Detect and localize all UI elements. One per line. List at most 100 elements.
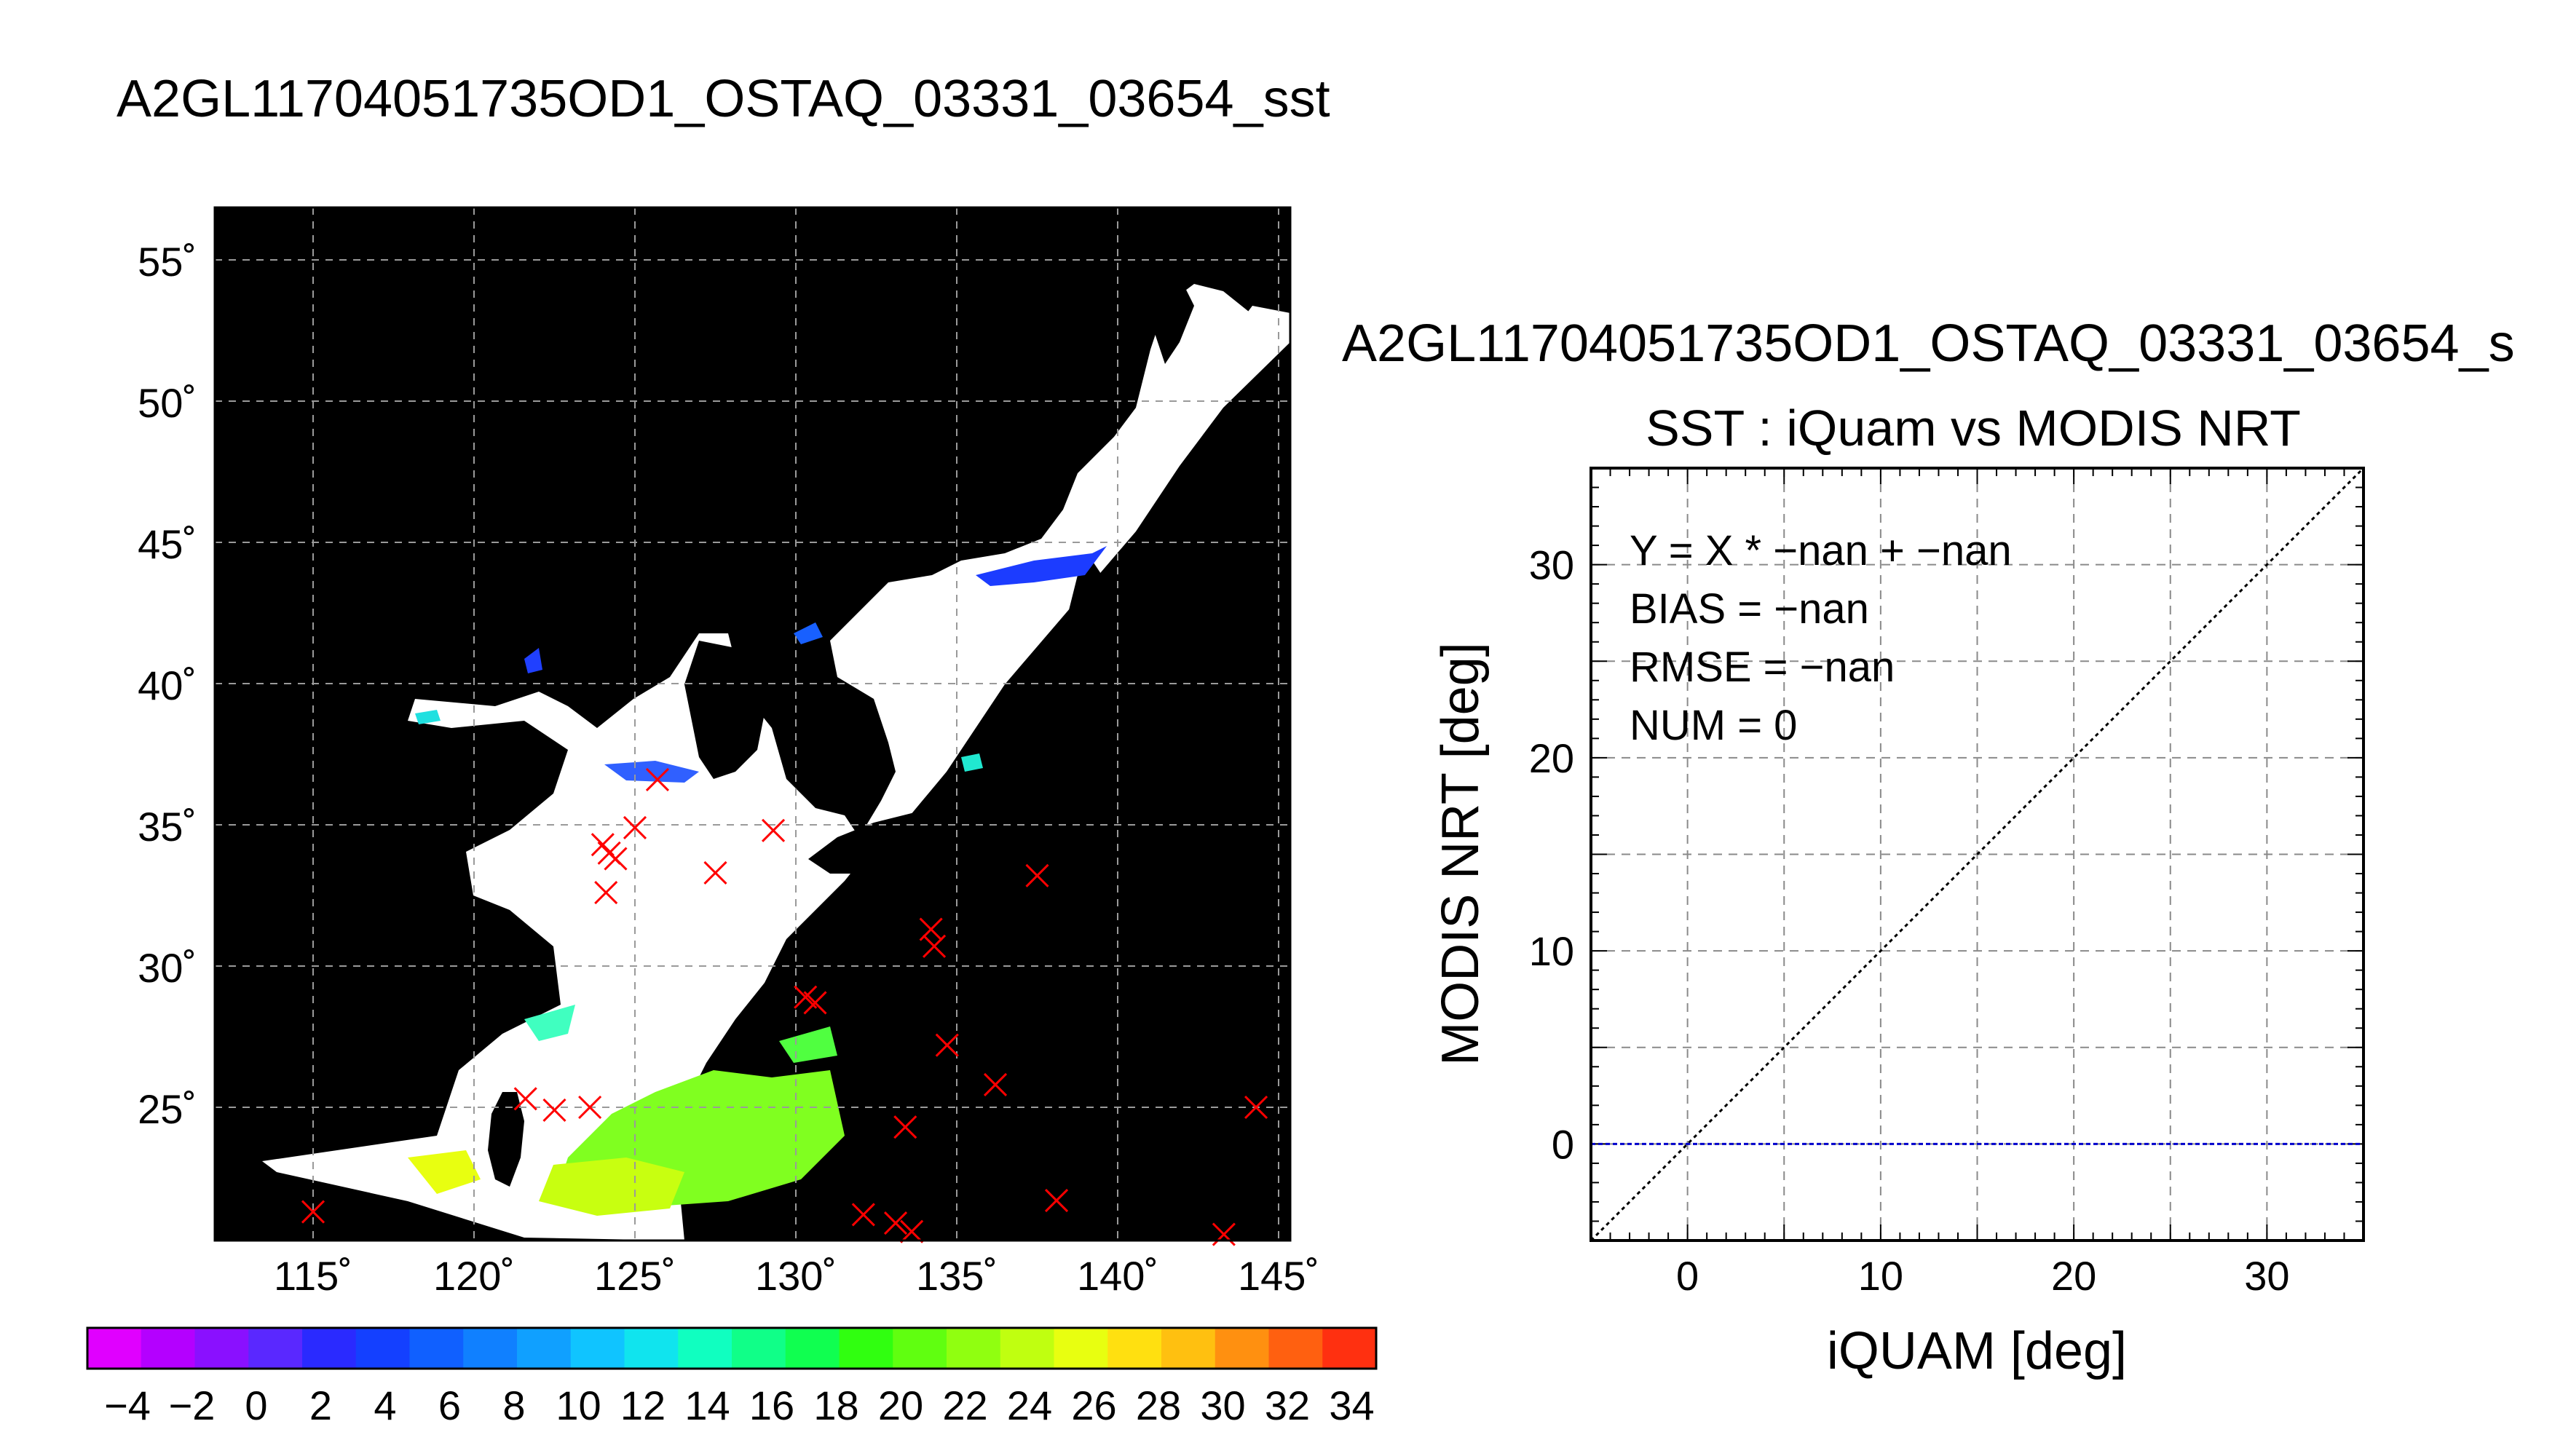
latitude-label: 50˚ (138, 380, 197, 426)
match-marker (1025, 863, 1049, 887)
sst-patch-cyan-east (961, 753, 983, 772)
match-marker (983, 1072, 1008, 1097)
match-marker (623, 815, 647, 839)
colorbar-segment (355, 1328, 410, 1369)
match-marker (703, 860, 727, 885)
match-marker (893, 1115, 917, 1139)
colorbar-label: 10 (556, 1382, 601, 1428)
latitude-label: 45˚ (138, 521, 197, 567)
colorbar-label: 20 (878, 1382, 923, 1428)
colorbar-segment (517, 1328, 572, 1369)
sst-patch-cold-north (976, 546, 1107, 586)
y-tick-label: 30 (1529, 542, 1574, 588)
sakhalin-landmass (1150, 277, 1194, 364)
korea-landmass (684, 641, 765, 779)
colorbar-segment (570, 1328, 625, 1369)
colorbar-segment (87, 1328, 142, 1369)
x-tick-label: 20 (2051, 1253, 2096, 1299)
map-title: A2GL11704051735OD1_OSTAQ_03331_03654_sst (117, 70, 1330, 128)
swath-edge-north (1194, 306, 1290, 408)
colorbar-segment (947, 1328, 1001, 1369)
sst-patch-yellow-west (408, 1150, 481, 1194)
stat-line: NUM = 0 (1630, 702, 1797, 749)
reference-lines (1590, 467, 2365, 1242)
colorbar-segment (141, 1328, 195, 1369)
longitude-label: 140˚ (1077, 1253, 1158, 1299)
match-marker (604, 847, 628, 871)
y-tick-labels: 0 10 20 30 (1529, 542, 1574, 1168)
match-marker (645, 767, 670, 791)
match-marker (803, 991, 827, 1015)
match-marker (761, 818, 786, 842)
sst-patch-bohai (524, 648, 542, 673)
sst-patch-green-east (779, 1026, 837, 1063)
colorbar-segment (678, 1328, 732, 1369)
latitude-label: 35˚ (138, 804, 197, 850)
colorbar-segment (463, 1328, 518, 1369)
colorbar-segment (732, 1328, 786, 1369)
match-marker (883, 1211, 908, 1235)
sst-map: 55˚ 50˚ 45˚ 40˚ 35˚ 30˚ 25˚ 115˚ 120˚ 125˚ 130˚ 13… (138, 206, 1319, 1299)
latitude-labels: 55˚ 50˚ 45˚ 40˚ 35˚ 30˚ 25˚ (138, 239, 197, 1132)
match-marker (578, 1095, 602, 1120)
colorbar-segment (1107, 1328, 1162, 1369)
colorbar-segment (302, 1328, 357, 1369)
colorbar-label: 0 (245, 1382, 267, 1428)
colorbar-label: 24 (1007, 1382, 1052, 1428)
latitude-label: 40˚ (138, 662, 197, 708)
y-tick-label: 20 (1529, 735, 1574, 781)
colorbar-label: 18 (813, 1382, 858, 1428)
x-tick-label: 10 (1858, 1253, 1903, 1299)
scatter-plot: 0 10 20 30 0 10 20 30 Y = X * −nan + −nan BIAS … (1529, 467, 2365, 1299)
colorbar-label: 34 (1329, 1382, 1374, 1428)
taiwan-landmass (488, 1092, 524, 1187)
map-frame (213, 206, 1292, 1242)
sst-patch-cold-coast (794, 622, 823, 644)
colorbar-label: 6 (438, 1382, 461, 1428)
longitude-label: 115˚ (274, 1253, 352, 1299)
colorbar-label: 12 (620, 1382, 666, 1428)
match-marker (900, 1219, 924, 1243)
colorbar-segment (409, 1328, 464, 1369)
x-tick-label: 30 (2244, 1253, 2289, 1299)
match-marker (935, 1033, 959, 1057)
sst-patch-yellowgreen (539, 1158, 684, 1216)
longitude-labels: 115˚ 120˚ 125˚ 130˚ 135˚ 140˚ 145˚ (274, 1253, 1319, 1299)
colorbar-label: −2 (169, 1382, 216, 1428)
match-marker (301, 1200, 325, 1224)
plot-frame (1590, 467, 2365, 1242)
map-gridlines (215, 207, 1290, 1241)
colorbar-label: 30 (1200, 1382, 1245, 1428)
colorbar-segment (1161, 1328, 1216, 1369)
x-tick-labels: 0 10 20 30 (1676, 1253, 2289, 1299)
match-markers (301, 767, 1268, 1246)
longitude-label: 135˚ (916, 1253, 998, 1299)
longitude-label: 145˚ (1238, 1253, 1319, 1299)
colorbar-segment (194, 1328, 249, 1369)
colorbar-label: 2 (309, 1382, 332, 1428)
colorbar-label: 4 (374, 1382, 396, 1428)
colorbar-segment (1268, 1328, 1323, 1369)
regression-stats: Y = X * −nan + −nan BIAS = −nan RMSE = −na… (1630, 527, 2012, 749)
one-to-one-line (1590, 467, 2365, 1242)
colorbar-segment (1000, 1328, 1054, 1369)
match-marker (1212, 1222, 1236, 1246)
longitude-label: 130˚ (755, 1253, 837, 1299)
colorbar-label: 14 (684, 1382, 730, 1428)
stat-line: BIAS = −nan (1630, 585, 1869, 633)
longitude-label: 125˚ (594, 1253, 676, 1299)
y-axis-label: MODIS NRT [deg] (1431, 642, 1490, 1066)
colorbar-segment (248, 1328, 303, 1369)
match-marker (1244, 1095, 1268, 1120)
colorbar-frame (86, 1326, 1378, 1370)
colorbar-label: 8 (502, 1382, 525, 1428)
scatter-title: A2GL11704051735OD1_OSTAQ_03331_03654_s (1342, 314, 2515, 373)
latitude-label: 55˚ (138, 239, 197, 285)
colorbar-label: 26 (1071, 1382, 1116, 1428)
stat-line: Y = X * −nan + −nan (1630, 527, 2012, 574)
scatter-gridlines (1591, 468, 2364, 1241)
match-marker (542, 1098, 566, 1122)
sst-patch-yellow-sea (604, 761, 699, 783)
colorbar-label: 22 (942, 1382, 987, 1428)
